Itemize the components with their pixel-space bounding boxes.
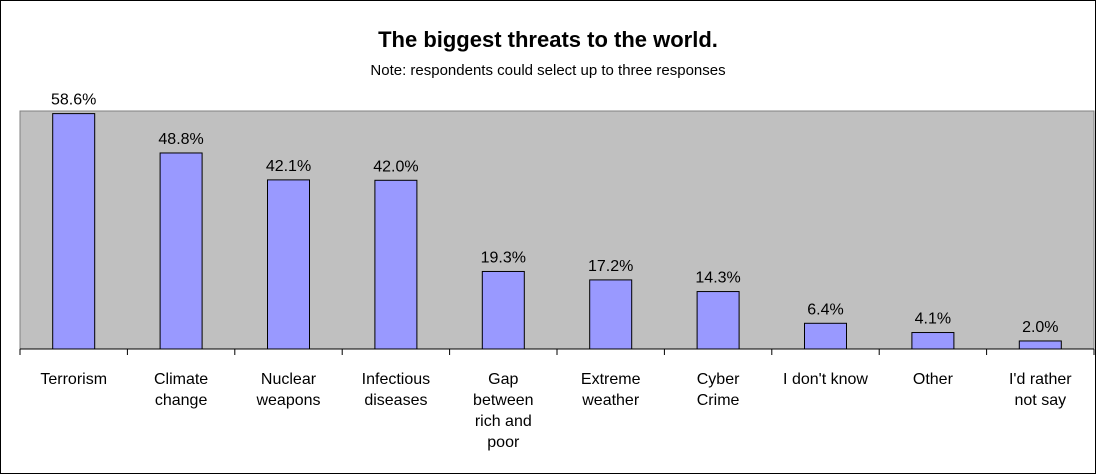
category-label-9: I'd rather not say	[1009, 371, 1072, 409]
category-label-4-line-1: between	[473, 392, 534, 409]
bar-8	[911, 332, 955, 350]
chart-title: The biggest threats to the world.	[378, 27, 718, 52]
bar-1	[159, 152, 203, 350]
bar-5	[589, 279, 633, 350]
category-label-4-line-3: poor	[487, 434, 520, 451]
category-label-9-line-1: not say	[1015, 392, 1067, 409]
data-label-1: 48.8%	[158, 131, 203, 148]
category-label-6-line-0: Cyber	[697, 371, 740, 388]
category-label-0: Terrorism	[40, 371, 107, 388]
category-label-1: Climate change	[154, 371, 208, 409]
category-label-6-line-1: Crime	[697, 392, 740, 409]
category-label-9-line-0: I'd rather	[1009, 371, 1072, 388]
category-label-1-line-0: Climate	[154, 371, 208, 388]
data-label-2: 42.1%	[266, 158, 311, 175]
category-label-0-line-0: Terrorism	[40, 371, 107, 388]
category-label-4: Gap between rich and poor	[473, 371, 534, 451]
data-label-6: 14.3%	[695, 270, 740, 287]
data-label-7: 6.4%	[807, 301, 843, 318]
bar-6	[696, 291, 740, 350]
bar-9	[1018, 340, 1062, 350]
category-label-5: Extreme weather	[581, 371, 641, 409]
category-label-4-line-0: Gap	[488, 371, 518, 388]
bar-0	[52, 113, 96, 350]
bar-4	[481, 270, 525, 350]
data-label-4: 19.3%	[481, 249, 526, 266]
category-label-2: Nuclear weapons	[255, 371, 320, 409]
category-label-8-line-0: Other	[913, 371, 954, 388]
category-label-7-line-0: I don't know	[783, 371, 868, 388]
data-label-0: 58.6%	[51, 92, 96, 109]
category-label-3-line-1: diseases	[364, 392, 427, 409]
bar-7	[804, 322, 847, 350]
data-label-8: 4.1%	[915, 311, 951, 328]
data-label-5: 17.2%	[588, 258, 633, 275]
category-label-2-line-0: Nuclear	[261, 371, 317, 388]
category-label-4-line-2: rich and	[475, 413, 532, 430]
category-label-7: I don't know	[783, 371, 868, 388]
category-label-8: Other	[913, 371, 954, 388]
bar-2	[267, 179, 310, 350]
category-label-6: Cyber Crime	[697, 371, 740, 409]
chart-subtitle: Note: respondents could select up to thr…	[370, 62, 726, 79]
category-label-5-line-0: Extreme	[581, 371, 641, 388]
category-label-3-line-0: Infectious	[362, 371, 430, 388]
category-label-3: Infectious diseases	[362, 371, 430, 409]
bar-3	[374, 179, 418, 350]
data-label-9: 2.0%	[1022, 319, 1058, 336]
category-label-5-line-1: weather	[581, 392, 640, 409]
data-label-3: 42.0%	[373, 158, 418, 175]
category-label-1-line-1: change	[155, 392, 208, 409]
category-label-2-line-1: weapons	[255, 392, 320, 409]
